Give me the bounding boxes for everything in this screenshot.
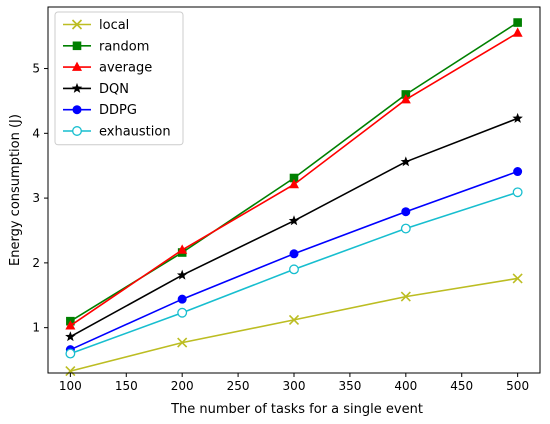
- legend-marker: [71, 82, 83, 93]
- data-point-average-300: [289, 178, 299, 189]
- data-point-local-400: [400, 291, 411, 302]
- data-point-dqn-500: [512, 112, 523, 123]
- legend-item-local: local: [63, 18, 129, 33]
- legend-item-exhaustion: exhaustion: [63, 125, 171, 140]
- data-point-local-500: [512, 273, 523, 284]
- data-point-ddpg-400: [401, 207, 411, 217]
- legend-label: DDPG: [99, 103, 137, 118]
- legend-item-random: random: [63, 39, 149, 54]
- x-tick-label: 350: [338, 379, 361, 393]
- legend: local random average DQN DDPG exhaustion: [54, 11, 184, 146]
- data-point-average-100: [65, 320, 76, 330]
- legend-label: exhaustion: [99, 125, 171, 140]
- series-dqn: [65, 112, 523, 342]
- data-point-exhaustion-400: [400, 223, 411, 234]
- axes: 100 150 200 250 300 350 400 450 500 1 2 3 4 5: [32, 6, 541, 393]
- legend-marker: [72, 126, 82, 136]
- plot-area: [65, 18, 523, 377]
- legend-label: local: [99, 18, 129, 33]
- legend-marker: [72, 41, 82, 51]
- series-line-ddpg: [70, 170, 518, 351]
- series-line-dqn: [70, 117, 518, 338]
- data-point-exhaustion-100: [65, 348, 76, 359]
- data-point-exhaustion-300: [289, 264, 299, 275]
- data-point-exhaustion-500: [512, 187, 523, 198]
- legend-item-ddpg: DDPG: [63, 103, 137, 118]
- legend-item-dqn: DQN: [63, 82, 129, 97]
- data-point-average-500: [512, 27, 523, 37]
- series-exhaustion: [65, 187, 523, 359]
- data-point-average-200: [177, 244, 188, 254]
- series-ddpg: [65, 167, 523, 355]
- y-tick-label: 4: [32, 126, 40, 140]
- x-tick-label: 250: [227, 379, 250, 393]
- x-tick-label: 200: [171, 379, 194, 393]
- legend-item-average: average: [63, 61, 152, 76]
- x-axis-label: The number of tasks for a single event: [170, 402, 423, 417]
- x-tick-label: 400: [394, 379, 417, 393]
- y-axis-label: Energy consumption (J): [8, 114, 23, 266]
- data-point-dqn-100: [65, 331, 76, 342]
- data-point-random-300: [289, 173, 299, 183]
- data-point-ddpg-200: [177, 294, 187, 304]
- legend-label: average: [99, 61, 152, 76]
- x-tick-label: 450: [450, 379, 473, 393]
- x-tick-label: 500: [506, 379, 529, 393]
- y-tick-label: 3: [32, 191, 40, 205]
- legend-marker: [72, 61, 82, 71]
- y-tick-label: 5: [32, 62, 40, 76]
- series-local: [65, 273, 523, 377]
- y-tick-label: 2: [32, 256, 40, 270]
- x-tick-label: 300: [283, 379, 306, 393]
- x-tick-label: 150: [115, 379, 138, 393]
- data-point-dqn-400: [400, 156, 412, 167]
- legend-label: DQN: [99, 82, 129, 97]
- data-point-dqn-300: [288, 215, 300, 226]
- data-point-dqn-200: [176, 269, 188, 280]
- data-point-exhaustion-200: [177, 307, 188, 318]
- y-tick-label: 1: [32, 321, 40, 335]
- data-point-random-500: [513, 18, 522, 27]
- data-point-ddpg-500: [513, 167, 523, 177]
- series-line-local: [70, 277, 518, 372]
- data-point-average-400: [400, 94, 411, 104]
- data-point-local-300: [288, 314, 300, 325]
- data-point-local-200: [177, 337, 188, 348]
- legend-marker: [72, 105, 82, 115]
- legend-label: random: [99, 39, 149, 54]
- data-point-local-100: [65, 365, 76, 377]
- legend-marker: [71, 19, 83, 30]
- x-tick-label: 100: [59, 379, 82, 393]
- series-average: [65, 27, 523, 330]
- data-point-ddpg-300: [289, 249, 299, 259]
